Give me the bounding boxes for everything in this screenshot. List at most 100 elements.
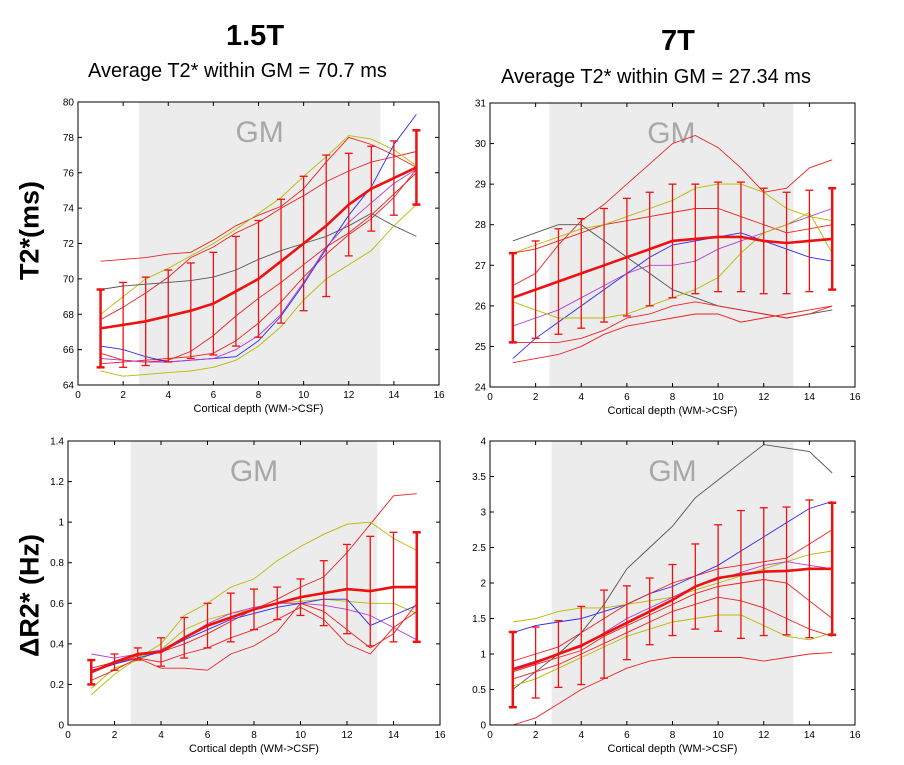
x-tick-label: 16 bbox=[849, 730, 861, 741]
y-tick-label: 4 bbox=[480, 437, 486, 448]
x-tick-label: 2 bbox=[533, 392, 539, 403]
chart-t2_15t: GM0 2 4 6 8 10 12 14 16646668707274767880Cortica… bbox=[63, 98, 445, 416]
x-tick-label: 14 bbox=[804, 730, 816, 741]
y-tick-label: 78 bbox=[63, 133, 75, 144]
mean-line bbox=[100, 166, 417, 330]
y-tick-label: 3 bbox=[480, 508, 486, 519]
x-tick-label: 14 bbox=[388, 390, 400, 401]
x-tick-label: 16 bbox=[849, 392, 861, 403]
error-bar bbox=[96, 288, 105, 369]
y-tick-label: 24 bbox=[475, 383, 487, 394]
x-tick-label: 12 bbox=[758, 392, 770, 403]
x-tick-label: 16 bbox=[433, 390, 445, 401]
y-tick-label: 1.2 bbox=[50, 477, 64, 488]
chart-dr2_15t: GM 0 2 4 6 8 10 12 14 16 0 0.2 0.4 0.6 0.8 1 1.2 1.4 Corti… bbox=[50, 437, 446, 756]
x-tick-label: 2 bbox=[120, 390, 126, 401]
error-bar bbox=[412, 129, 421, 206]
right-column-title: 7T bbox=[661, 25, 695, 57]
x-tick-label: 10 bbox=[295, 730, 307, 741]
y-tick-label: 31 bbox=[475, 99, 487, 110]
x-tick-label: 14 bbox=[804, 392, 816, 403]
subject-series-line bbox=[100, 135, 417, 315]
left-column-subtitle: Average T2* within GM = 70.7 ms bbox=[88, 60, 387, 82]
y-tick-label: 27 bbox=[475, 261, 487, 272]
y-tick-label: 0 bbox=[480, 721, 486, 732]
y-tick-label: 0.2 bbox=[50, 680, 64, 691]
y-tick-label: 0.4 bbox=[50, 639, 64, 650]
x-tick-label: 10 bbox=[713, 730, 725, 741]
subject-series-line bbox=[91, 602, 418, 681]
error-bar bbox=[87, 658, 96, 686]
y-tick-label: 25 bbox=[475, 342, 487, 353]
mean-line bbox=[512, 567, 833, 671]
y-tick-label: 30 bbox=[475, 139, 487, 150]
x-tick-label: 12 bbox=[758, 730, 770, 741]
right-column-subtitle: Average T2* within GM = 27.34 ms bbox=[501, 66, 811, 88]
gm-region-band bbox=[549, 103, 794, 387]
x-tick-label: 16 bbox=[434, 730, 446, 741]
x-tick-label: 4 bbox=[165, 390, 171, 401]
x-axis-label: Cortical depth (WM->CSF) bbox=[608, 405, 738, 417]
x-tick-label: 6 bbox=[624, 392, 630, 403]
x-tick-label: 0 bbox=[487, 730, 493, 741]
subject-series-line bbox=[512, 652, 833, 726]
y-tick-label: 28 bbox=[475, 220, 487, 231]
x-tick-label: 12 bbox=[343, 390, 355, 401]
y-tick-label: 1 bbox=[480, 650, 486, 661]
x-tick-label: 0 bbox=[487, 392, 493, 403]
y-tick-label: 70 bbox=[63, 274, 75, 285]
x-tick-label: 8 bbox=[251, 730, 257, 741]
gm-region-label: GM bbox=[230, 455, 278, 488]
y-tick-label: 3.5 bbox=[472, 472, 486, 483]
x-tick-label: 6 bbox=[205, 730, 211, 741]
subject-series-line bbox=[512, 301, 833, 343]
gm-region-band bbox=[130, 441, 378, 725]
chart-dr2_7t: GM 0 2 4 6 8 10 12 14 16 0 0.5 1 1.5 2 2.5 3 3.5 4 Cortical… bbox=[472, 437, 861, 756]
subject-series-line bbox=[100, 204, 417, 377]
x-tick-label: 0 bbox=[75, 390, 81, 401]
y-tick-label: 64 bbox=[63, 381, 75, 392]
x-tick-label: 8 bbox=[670, 392, 676, 403]
x-tick-label: 12 bbox=[341, 730, 353, 741]
y-tick-label: 72 bbox=[63, 239, 75, 250]
x-tick-label: 4 bbox=[158, 730, 164, 741]
x-tick-label: 0 bbox=[65, 730, 71, 741]
gm-region-label: GM bbox=[648, 455, 696, 488]
y-tick-label: 1 bbox=[58, 518, 64, 529]
y-tick-label: 74 bbox=[63, 204, 75, 215]
y-tick-label: 2 bbox=[480, 579, 486, 590]
y-tick-label: 1.5 bbox=[472, 614, 486, 625]
subject-series-line bbox=[100, 136, 417, 262]
x-tick-label: 10 bbox=[713, 392, 725, 403]
x-tick-label: 2 bbox=[112, 730, 118, 741]
x-tick-label: 6 bbox=[211, 390, 217, 401]
x-tick-label: 14 bbox=[388, 730, 400, 741]
error-bar bbox=[508, 251, 517, 344]
x-tick-label: 8 bbox=[256, 390, 262, 401]
subject-series-line bbox=[512, 135, 833, 286]
mean-line bbox=[90, 585, 417, 674]
y-tick-label: 80 bbox=[63, 98, 75, 109]
y-tick-label: 66 bbox=[63, 345, 75, 356]
x-tick-label: 10 bbox=[298, 390, 310, 401]
y-tick-label: 68 bbox=[63, 310, 75, 321]
gm-region-label: GM bbox=[235, 116, 283, 149]
x-tick-label: 2 bbox=[533, 730, 539, 741]
y-tick-label: 0.6 bbox=[50, 599, 64, 610]
left-column-title: 1.5T bbox=[226, 20, 285, 52]
x-axis-label: Cortical depth (WM->CSF) bbox=[189, 743, 319, 755]
mean-line bbox=[512, 235, 833, 299]
subject-series-line bbox=[512, 444, 833, 690]
subject-series-line bbox=[512, 305, 833, 364]
x-tick-label: 6 bbox=[624, 730, 630, 741]
y-tick-label: 76 bbox=[63, 168, 75, 179]
x-tick-label: 4 bbox=[578, 730, 584, 741]
x-axis-label: Cortical depth (WM->CSF) bbox=[608, 743, 738, 755]
y-tick-label: 0 bbox=[58, 721, 64, 732]
x-tick-label: 4 bbox=[578, 392, 584, 403]
y-tick-label: 2.5 bbox=[472, 543, 486, 554]
chart-t2_7t: GM0 2 4 6 8 10 12 14 162425262728293031Cortical … bbox=[475, 99, 861, 418]
y-tick-label: 0.5 bbox=[472, 685, 486, 696]
x-tick-label: 8 bbox=[670, 730, 676, 741]
